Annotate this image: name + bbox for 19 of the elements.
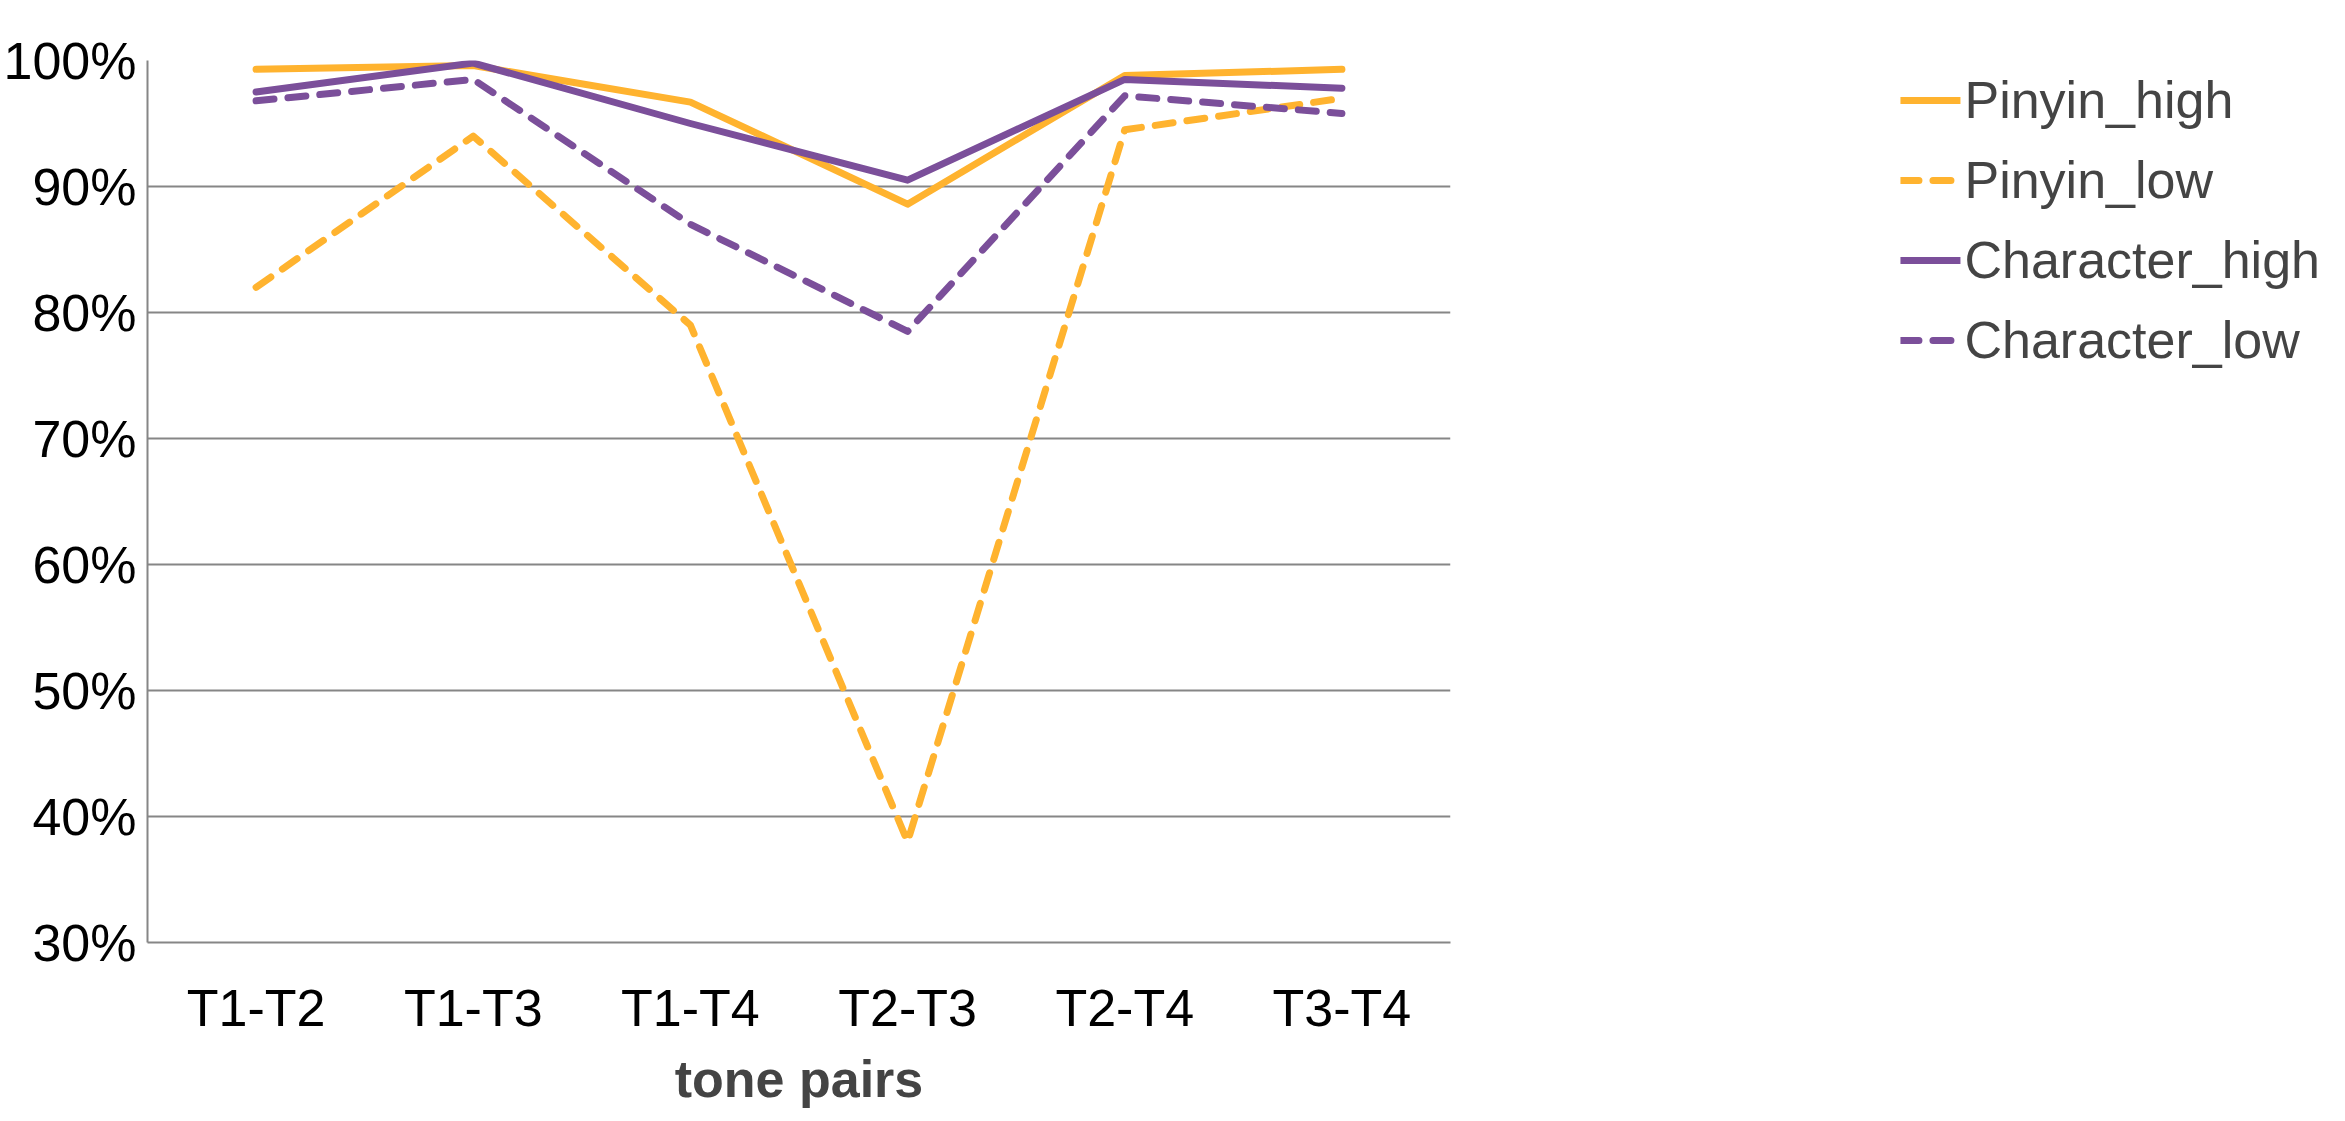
x-tick-label: T1-T4 <box>621 978 760 1037</box>
y-tick-label: 100% <box>3 31 137 90</box>
y-tick-label: 30% <box>32 913 137 972</box>
y-tick-label: 80% <box>32 283 137 342</box>
legend-label: Pinyin_low <box>1964 150 2214 210</box>
y-tick-label: 50% <box>32 661 137 720</box>
x-tick-label: T2-T3 <box>838 978 977 1037</box>
legend-label: Character_high <box>1964 230 2320 290</box>
x-tick-label: T3-T4 <box>1272 978 1412 1037</box>
x-tick-label: T2-T4 <box>1055 978 1195 1037</box>
legend-label: Character_low <box>1964 310 2300 370</box>
y-tick-label: 40% <box>32 787 137 846</box>
x-tick-label: T1-T2 <box>186 978 326 1037</box>
y-tick-label: 60% <box>32 535 137 594</box>
x-axis-title: tone pairs <box>674 1049 924 1108</box>
legend-label: Pinyin_high <box>1964 70 2234 130</box>
x-tick-label: T1-T3 <box>403 978 543 1037</box>
y-tick-label: 90% <box>32 157 137 216</box>
y-tick-label: 70% <box>32 409 137 468</box>
